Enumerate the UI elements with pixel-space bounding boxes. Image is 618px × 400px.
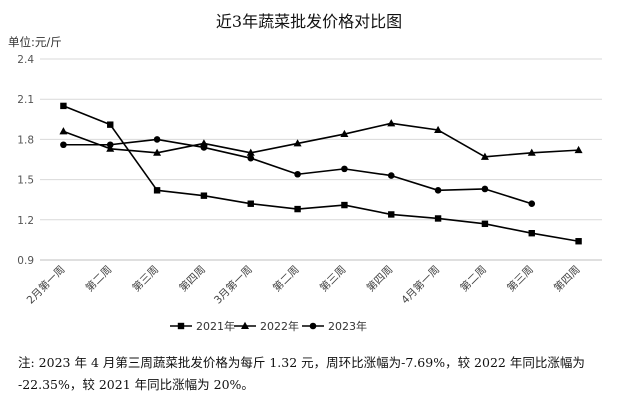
data-point-series-2 [106,144,115,152]
data-point-series-2 [246,148,255,156]
note-line-2: -22.35%，较 2021 年同比涨幅为 20%。 [18,377,254,392]
x-tick-label: 第四周 [177,263,208,294]
data-point-series-1 [200,192,208,199]
x-tick-label: 第二周 [83,263,114,294]
data-point-series-3 [481,185,489,193]
y-unit-label: 单位:元/斤 [8,35,62,49]
legend-marker [309,322,317,330]
data-point-series-3 [341,165,348,173]
legend-marker [177,322,185,330]
data-point-series-1 [528,230,535,237]
data-point-series-1 [481,220,489,228]
chart-note: 注: 2023 年 4 月第三周蔬菜批发价格为每斤 1.32 元，周环比涨幅为-… [18,352,608,396]
data-point-series-1 [107,121,114,128]
legend-label: 2021年 [196,319,235,333]
data-point-series-1 [388,211,395,218]
data-point-series-3 [200,144,208,151]
y-tick-label: 2.4 [17,54,34,66]
x-tick-label: 4月第一周 [399,263,443,307]
data-point-series-3 [294,170,301,178]
y-tick-label: 0.9 [17,255,34,267]
legend-label: 2022年 [260,319,299,333]
data-point-series-1 [153,187,161,194]
x-tick-label: 第二周 [458,263,489,294]
data-point-series-3 [60,141,67,149]
data-point-series-3 [153,136,161,143]
data-point-series-3 [528,200,536,208]
data-point-series-2 [340,129,349,138]
x-tick-label: 第三周 [130,263,161,294]
data-point-series-2 [153,148,162,156]
data-point-series-1 [434,215,442,222]
y-tick-label: 1.8 [17,134,34,146]
x-tick-label: 2月第一周 [24,263,68,307]
note-line-1: 注: 2023 年 4 月第三周蔬菜批发价格为每斤 1.32 元，周环比涨幅为-… [18,355,585,370]
x-tick-label: 第三周 [504,263,535,294]
legend-marker [241,321,249,329]
data-point-series-1 [294,205,301,213]
legend-label: 2023年 [328,319,367,333]
data-point-series-3 [387,172,395,179]
data-point-series-2 [293,139,302,147]
y-tick-label: 2.1 [17,94,34,106]
data-point-series-2 [387,119,396,127]
data-point-series-3 [247,154,255,162]
x-tick-label: 第四周 [551,263,582,294]
y-tick-label: 1.5 [17,175,34,187]
data-point-series-2 [574,145,583,154]
y-tick-label: 1.2 [17,215,34,227]
data-point-series-3 [106,141,114,149]
data-point-series-1 [575,238,582,245]
x-tick-label: 3月第一周 [211,263,255,307]
x-tick-label: 第二周 [270,263,301,294]
data-point-series-2 [434,125,443,134]
data-point-series-1 [341,201,348,209]
x-tick-label: 第三周 [317,263,348,294]
data-point-series-1 [60,102,67,110]
data-point-series-2 [59,127,68,135]
data-point-series-2 [480,152,489,160]
series-line-2 [63,122,579,158]
data-point-series-2 [527,148,536,156]
chart-title: 近3年蔬菜批发价格对比图 [216,12,402,31]
data-point-series-1 [247,200,254,207]
data-point-series-2 [199,139,208,147]
x-tick-label: 第四周 [364,263,395,294]
series-line-1 [63,105,579,243]
data-point-series-3 [434,187,442,194]
